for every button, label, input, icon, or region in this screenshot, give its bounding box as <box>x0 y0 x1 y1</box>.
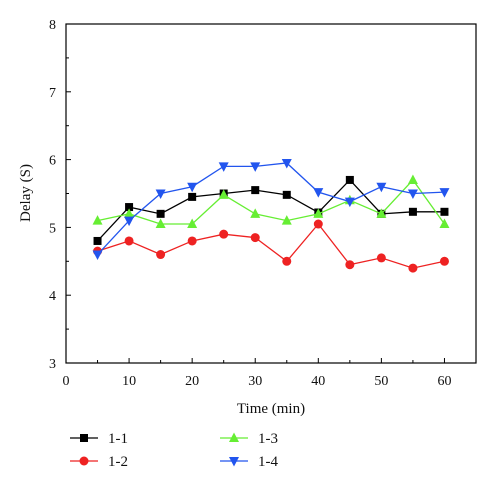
data-point <box>376 208 387 218</box>
data-point <box>250 208 261 218</box>
data-point <box>440 207 449 216</box>
data-point <box>92 250 103 261</box>
x-tick-label: 10 <box>122 374 136 389</box>
y-tick-label: 5 <box>49 221 56 236</box>
data-point <box>407 174 418 184</box>
y-tick-label: 3 <box>49 357 56 372</box>
legend-label: 1-3 <box>258 431 278 447</box>
data-point <box>408 207 417 216</box>
data-point <box>345 175 354 184</box>
y-axis-title: Delay (S) <box>18 164 34 222</box>
data-point <box>93 236 102 245</box>
data-point <box>281 215 292 225</box>
legend-label: 1-4 <box>258 454 278 470</box>
series-line-1-4 <box>97 162 445 255</box>
data-point <box>124 216 135 227</box>
series-1-1 <box>93 175 449 245</box>
y-tick-label: 6 <box>49 154 56 169</box>
data-point <box>188 192 197 201</box>
data-point <box>439 218 450 229</box>
x-tick-label: 20 <box>185 374 199 389</box>
series-line-1-3 <box>97 178 445 225</box>
data-point <box>218 189 229 199</box>
legend-marker <box>79 456 89 466</box>
data-point <box>344 197 355 208</box>
x-axis: 0 10 20 30 40 50 60 <box>63 358 451 389</box>
series-1-2 <box>93 219 449 273</box>
data-point <box>376 182 387 193</box>
x-tick-label: 50 <box>374 374 388 389</box>
data-point <box>439 256 449 266</box>
series-1-4 <box>92 158 450 261</box>
legend-label: 1-1 <box>108 431 128 447</box>
x-tick-label: 30 <box>248 374 262 389</box>
data-point <box>250 162 261 172</box>
legend-item-1-3: 1-3 <box>220 431 278 447</box>
data-point <box>218 162 229 172</box>
legend-marker <box>229 432 239 442</box>
data-point <box>282 256 292 266</box>
data-point <box>187 218 198 229</box>
data-point <box>187 236 197 246</box>
data-point <box>281 158 292 169</box>
legend-marker <box>229 457 239 467</box>
data-point <box>187 182 198 193</box>
x-tick-label: 0 <box>63 374 70 389</box>
data-point <box>251 186 260 195</box>
data-point <box>125 203 134 212</box>
series-line-1-2 <box>97 222 445 269</box>
y-tick-label: 4 <box>49 289 56 304</box>
data-point <box>313 208 324 218</box>
data-point <box>439 188 450 198</box>
y-axis: 3 4 5 6 7 8 <box>49 18 71 372</box>
legend-item-1-4: 1-4 <box>220 454 278 470</box>
data-point <box>155 189 166 199</box>
y-tick-label: 7 <box>49 86 56 101</box>
series-layer <box>92 158 450 273</box>
data-point <box>92 215 103 225</box>
data-point <box>124 208 135 218</box>
data-point <box>313 188 324 198</box>
series-line-1-1 <box>97 178 445 242</box>
data-point <box>124 236 134 246</box>
legend: 1-1 1-2 1-3 1-4 <box>70 431 278 470</box>
data-point <box>407 189 418 199</box>
data-point <box>156 250 166 260</box>
legend-item-1-1: 1-1 <box>70 431 128 447</box>
x-tick-label: 60 <box>437 374 451 389</box>
data-point <box>376 253 386 263</box>
data-point <box>408 263 418 273</box>
data-point <box>219 229 229 239</box>
data-point <box>313 219 323 229</box>
x-axis-title: Time (min) <box>237 401 305 417</box>
series-1-3 <box>92 174 450 229</box>
data-point <box>156 209 165 218</box>
data-point <box>282 190 291 199</box>
x-tick-label: 40 <box>311 374 325 389</box>
y-tick-label: 8 <box>49 18 56 33</box>
legend-label: 1-2 <box>108 454 128 470</box>
data-point <box>345 260 355 270</box>
data-point <box>250 233 260 243</box>
data-point <box>155 218 166 229</box>
legend-marker <box>80 434 88 442</box>
legend-item-1-2: 1-2 <box>70 454 128 470</box>
